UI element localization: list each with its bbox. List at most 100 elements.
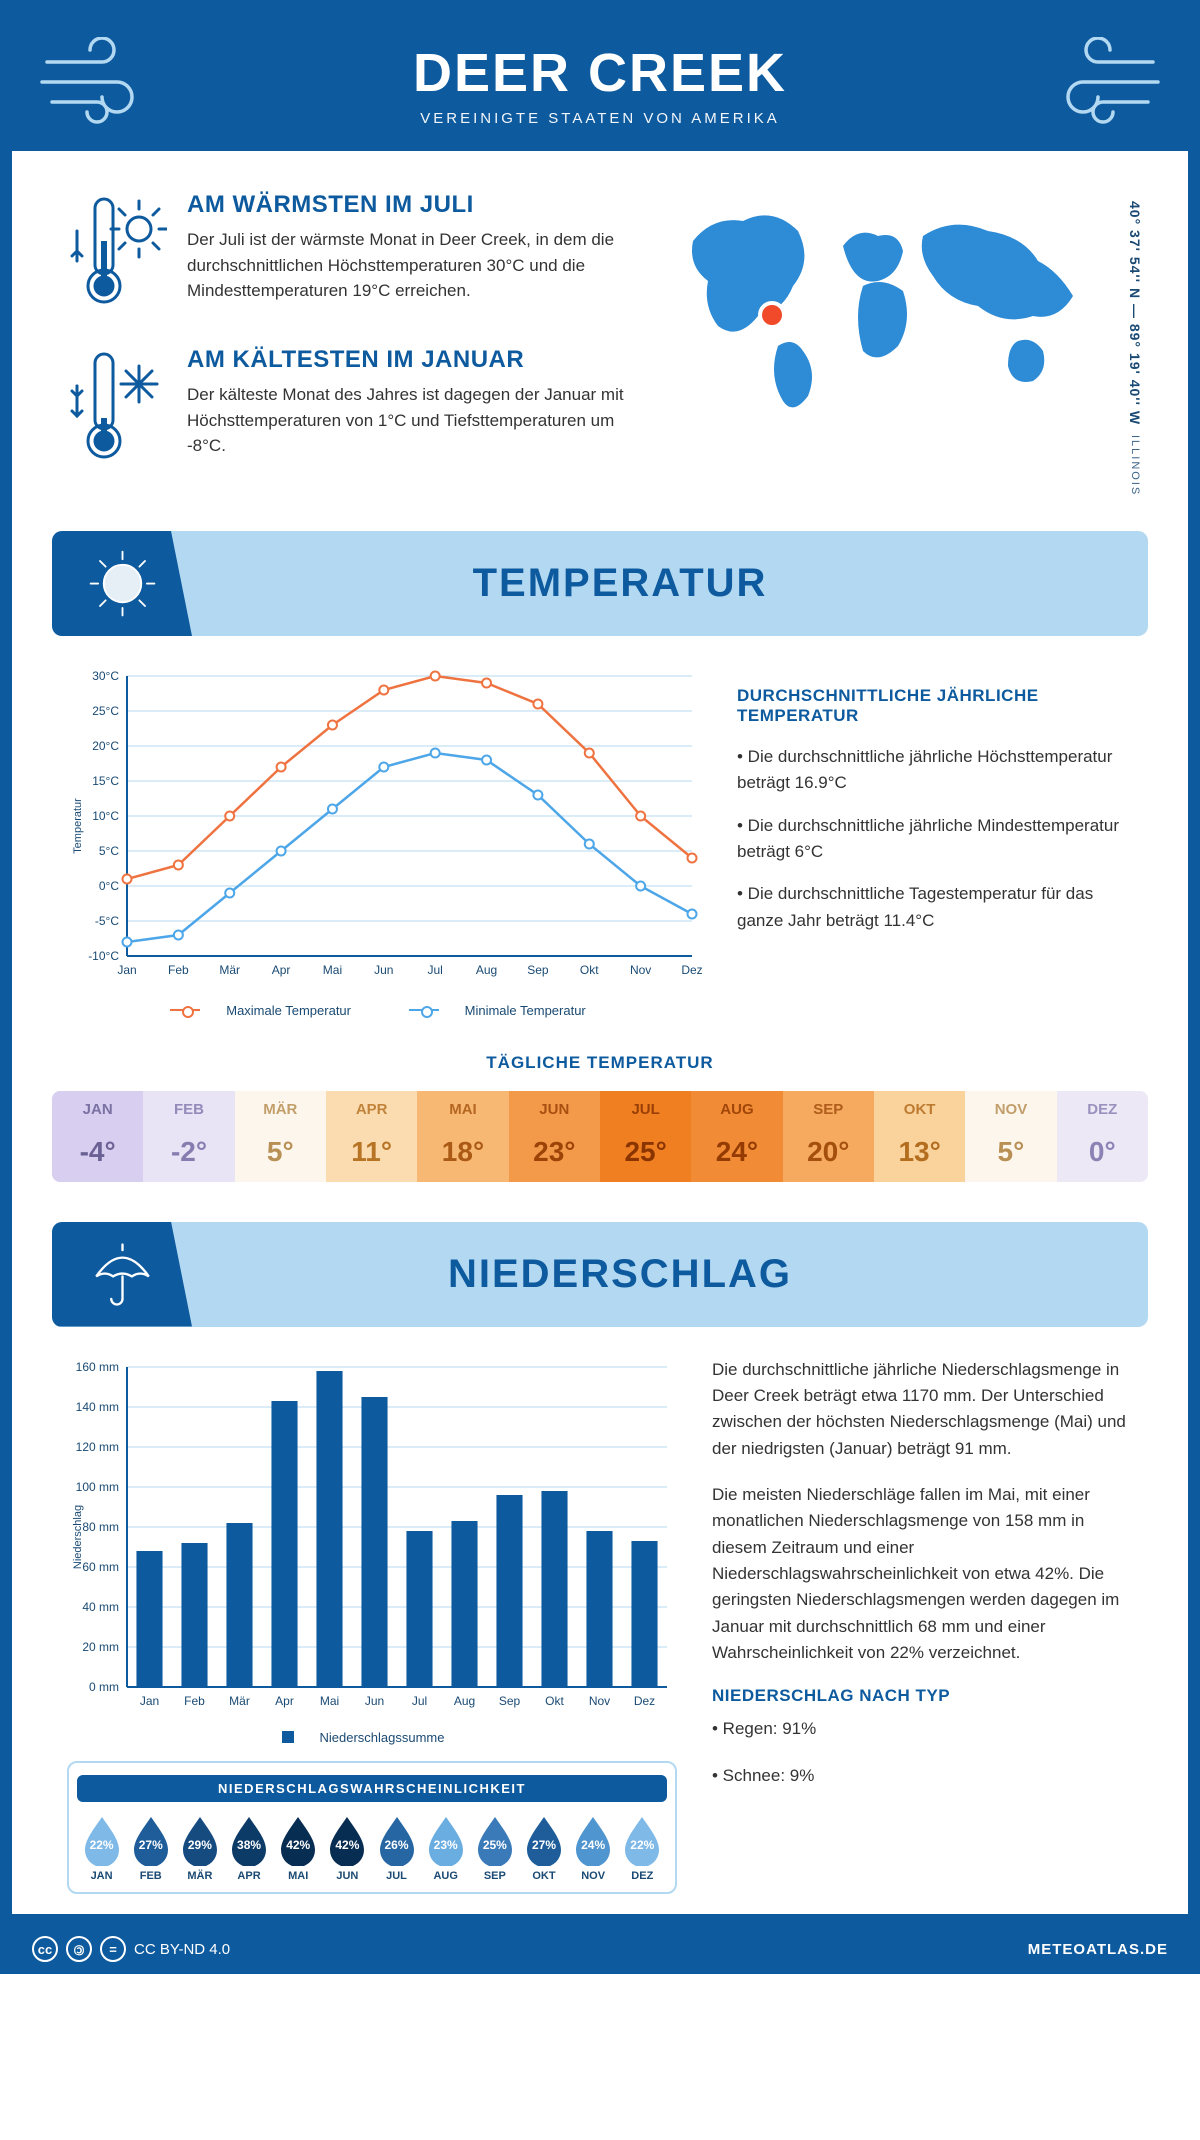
location-marker <box>758 301 786 329</box>
svg-text:-10°C: -10°C <box>88 949 119 963</box>
svg-text:80 mm: 80 mm <box>82 1520 119 1534</box>
probability-drop: 38%APR <box>228 1814 270 1882</box>
svg-text:Sep: Sep <box>527 963 549 977</box>
daily-temp-row: JAN-4°FEB-2°MÄR5°APR11°MAI18°JUN23°JUL25… <box>52 1091 1148 1182</box>
svg-text:Jul: Jul <box>428 963 443 977</box>
svg-text:Okt: Okt <box>580 963 599 977</box>
svg-text:Nov: Nov <box>630 963 651 977</box>
svg-text:Jul: Jul <box>412 1694 427 1708</box>
precipitation-probability: NIEDERSCHLAGSWAHRSCHEINLICHKEIT 22%JAN27… <box>67 1761 677 1894</box>
svg-text:Aug: Aug <box>476 963 497 977</box>
svg-text:140 mm: 140 mm <box>76 1400 119 1414</box>
daily-cell: AUG24° <box>691 1091 782 1182</box>
daily-cell: FEB-2° <box>143 1091 234 1182</box>
daily-cell: APR11° <box>326 1091 417 1182</box>
precip-para: Die durchschnittliche jährliche Niedersc… <box>712 1357 1133 1462</box>
probability-drop: 42%MAI <box>277 1814 319 1882</box>
coldest-text: Der kälteste Monat des Jahres ist dagege… <box>187 382 633 459</box>
probability-drop: 26%JUL <box>376 1814 418 1882</box>
annual-temp-title: DURCHSCHNITTLICHE JÄHRLICHE TEMPERATUR <box>737 686 1133 726</box>
svg-text:100 mm: 100 mm <box>76 1480 119 1494</box>
svg-text:Okt: Okt <box>545 1694 564 1708</box>
coordinates: 40° 37' 54'' N — 89° 19' 40'' W ILLINOIS <box>1127 201 1143 496</box>
coldest-fact: AM KÄLTESTEN IM JANUAR Der kälteste Mona… <box>67 346 633 466</box>
site-name: METEOATLAS.DE <box>1028 1941 1168 1958</box>
precip-type-title: NIEDERSCHLAG NACH TYP <box>712 1686 1133 1706</box>
daily-cell: MAI18° <box>417 1091 508 1182</box>
svg-text:Aug: Aug <box>454 1694 475 1708</box>
svg-text:25°C: 25°C <box>92 704 119 718</box>
page-subtitle: VEREINIGTE STAATEN VON AMERIKA <box>32 110 1168 127</box>
svg-text:160 mm: 160 mm <box>76 1360 119 1374</box>
nd-icon: = <box>100 1936 126 1962</box>
probability-drop: 22%DEZ <box>621 1814 663 1882</box>
warmest-fact: AM WÄRMSTEN IM JULI Der Juli ist der wär… <box>67 191 633 311</box>
page-title: DEER CREEK <box>32 42 1168 104</box>
probability-drop: 29%MÄR <box>179 1814 221 1882</box>
svg-text:Temperatur: Temperatur <box>72 798 84 854</box>
svg-text:20°C: 20°C <box>92 739 119 753</box>
precipitation-title: NIEDERSCHLAG <box>192 1252 1148 1297</box>
svg-text:120 mm: 120 mm <box>76 1440 119 1454</box>
svg-text:Mär: Mär <box>229 1694 250 1708</box>
svg-text:0°C: 0°C <box>99 879 119 893</box>
precipitation-legend: Niederschlagssumme <box>67 1730 677 1747</box>
svg-text:30°C: 30°C <box>92 669 119 683</box>
daily-cell: JAN-4° <box>52 1091 143 1182</box>
svg-text:60 mm: 60 mm <box>82 1560 119 1574</box>
probability-drop: 23%AUG <box>425 1814 467 1882</box>
svg-text:Mai: Mai <box>323 963 342 977</box>
probability-drop: 27%OKT <box>523 1814 565 1882</box>
svg-text:Mär: Mär <box>219 963 240 977</box>
temperature-chart: -10°C-5°C0°C5°C10°C15°C20°C25°C30°CJanFe… <box>67 666 707 986</box>
probability-drop: 24%NOV <box>572 1814 614 1882</box>
svg-text:Niederschlag: Niederschlag <box>72 1504 84 1568</box>
umbrella-icon <box>52 1222 192 1327</box>
svg-text:5°C: 5°C <box>99 844 119 858</box>
probability-drop: 27%FEB <box>130 1814 172 1882</box>
svg-text:Nov: Nov <box>589 1694 610 1708</box>
daily-temp-title: TÄGLICHE TEMPERATUR <box>12 1053 1188 1073</box>
by-icon: 🄯 <box>66 1936 92 1962</box>
svg-text:Jun: Jun <box>365 1694 384 1708</box>
svg-text:Sep: Sep <box>499 1694 521 1708</box>
precip-type-item: • Schnee: 9% <box>712 1763 1133 1789</box>
svg-text:Jan: Jan <box>117 963 136 977</box>
cc-icon: cc <box>32 1936 58 1962</box>
svg-text:Mai: Mai <box>320 1694 339 1708</box>
footer: cc 🄯 = CC BY-ND 4.0 METEOATLAS.DE <box>12 1936 1188 1962</box>
svg-text:Feb: Feb <box>184 1694 205 1708</box>
daily-cell: JUL25° <box>600 1091 691 1182</box>
svg-text:-5°C: -5°C <box>95 914 119 928</box>
temperature-title: TEMPERATUR <box>192 561 1148 606</box>
precip-type-item: • Regen: 91% <box>712 1716 1133 1742</box>
sun-icon <box>52 531 192 636</box>
daily-cell: MÄR5° <box>235 1091 326 1182</box>
daily-cell: OKT13° <box>874 1091 965 1182</box>
probability-drop: 22%JAN <box>81 1814 123 1882</box>
coldest-title: AM KÄLTESTEN IM JANUAR <box>187 346 633 374</box>
probability-drop: 25%SEP <box>474 1814 516 1882</box>
svg-text:Dez: Dez <box>681 963 702 977</box>
annual-bullet: • Die durchschnittliche jährliche Höchst… <box>737 744 1133 797</box>
daily-cell: DEZ0° <box>1057 1091 1148 1182</box>
svg-text:15°C: 15°C <box>92 774 119 788</box>
svg-text:20 mm: 20 mm <box>82 1640 119 1654</box>
svg-text:Jan: Jan <box>140 1694 159 1708</box>
thermometer-hot-icon <box>67 191 167 311</box>
svg-text:10°C: 10°C <box>92 809 119 823</box>
world-map <box>663 191 1133 426</box>
daily-cell: NOV5° <box>965 1091 1056 1182</box>
warmest-text: Der Juli ist der wärmste Monat in Deer C… <box>187 227 633 304</box>
svg-text:Jun: Jun <box>374 963 393 977</box>
warmest-title: AM WÄRMSTEN IM JULI <box>187 191 633 219</box>
svg-text:0 mm: 0 mm <box>89 1680 119 1694</box>
svg-text:40 mm: 40 mm <box>82 1600 119 1614</box>
daily-cell: JUN23° <box>509 1091 600 1182</box>
svg-text:Apr: Apr <box>275 1694 294 1708</box>
precipitation-banner: NIEDERSCHLAG <box>52 1222 1148 1327</box>
thermometer-cold-icon <box>67 346 167 466</box>
precip-para: Die meisten Niederschläge fallen im Mai,… <box>712 1482 1133 1666</box>
license-text: CC BY-ND 4.0 <box>134 1941 230 1958</box>
svg-text:Apr: Apr <box>272 963 291 977</box>
